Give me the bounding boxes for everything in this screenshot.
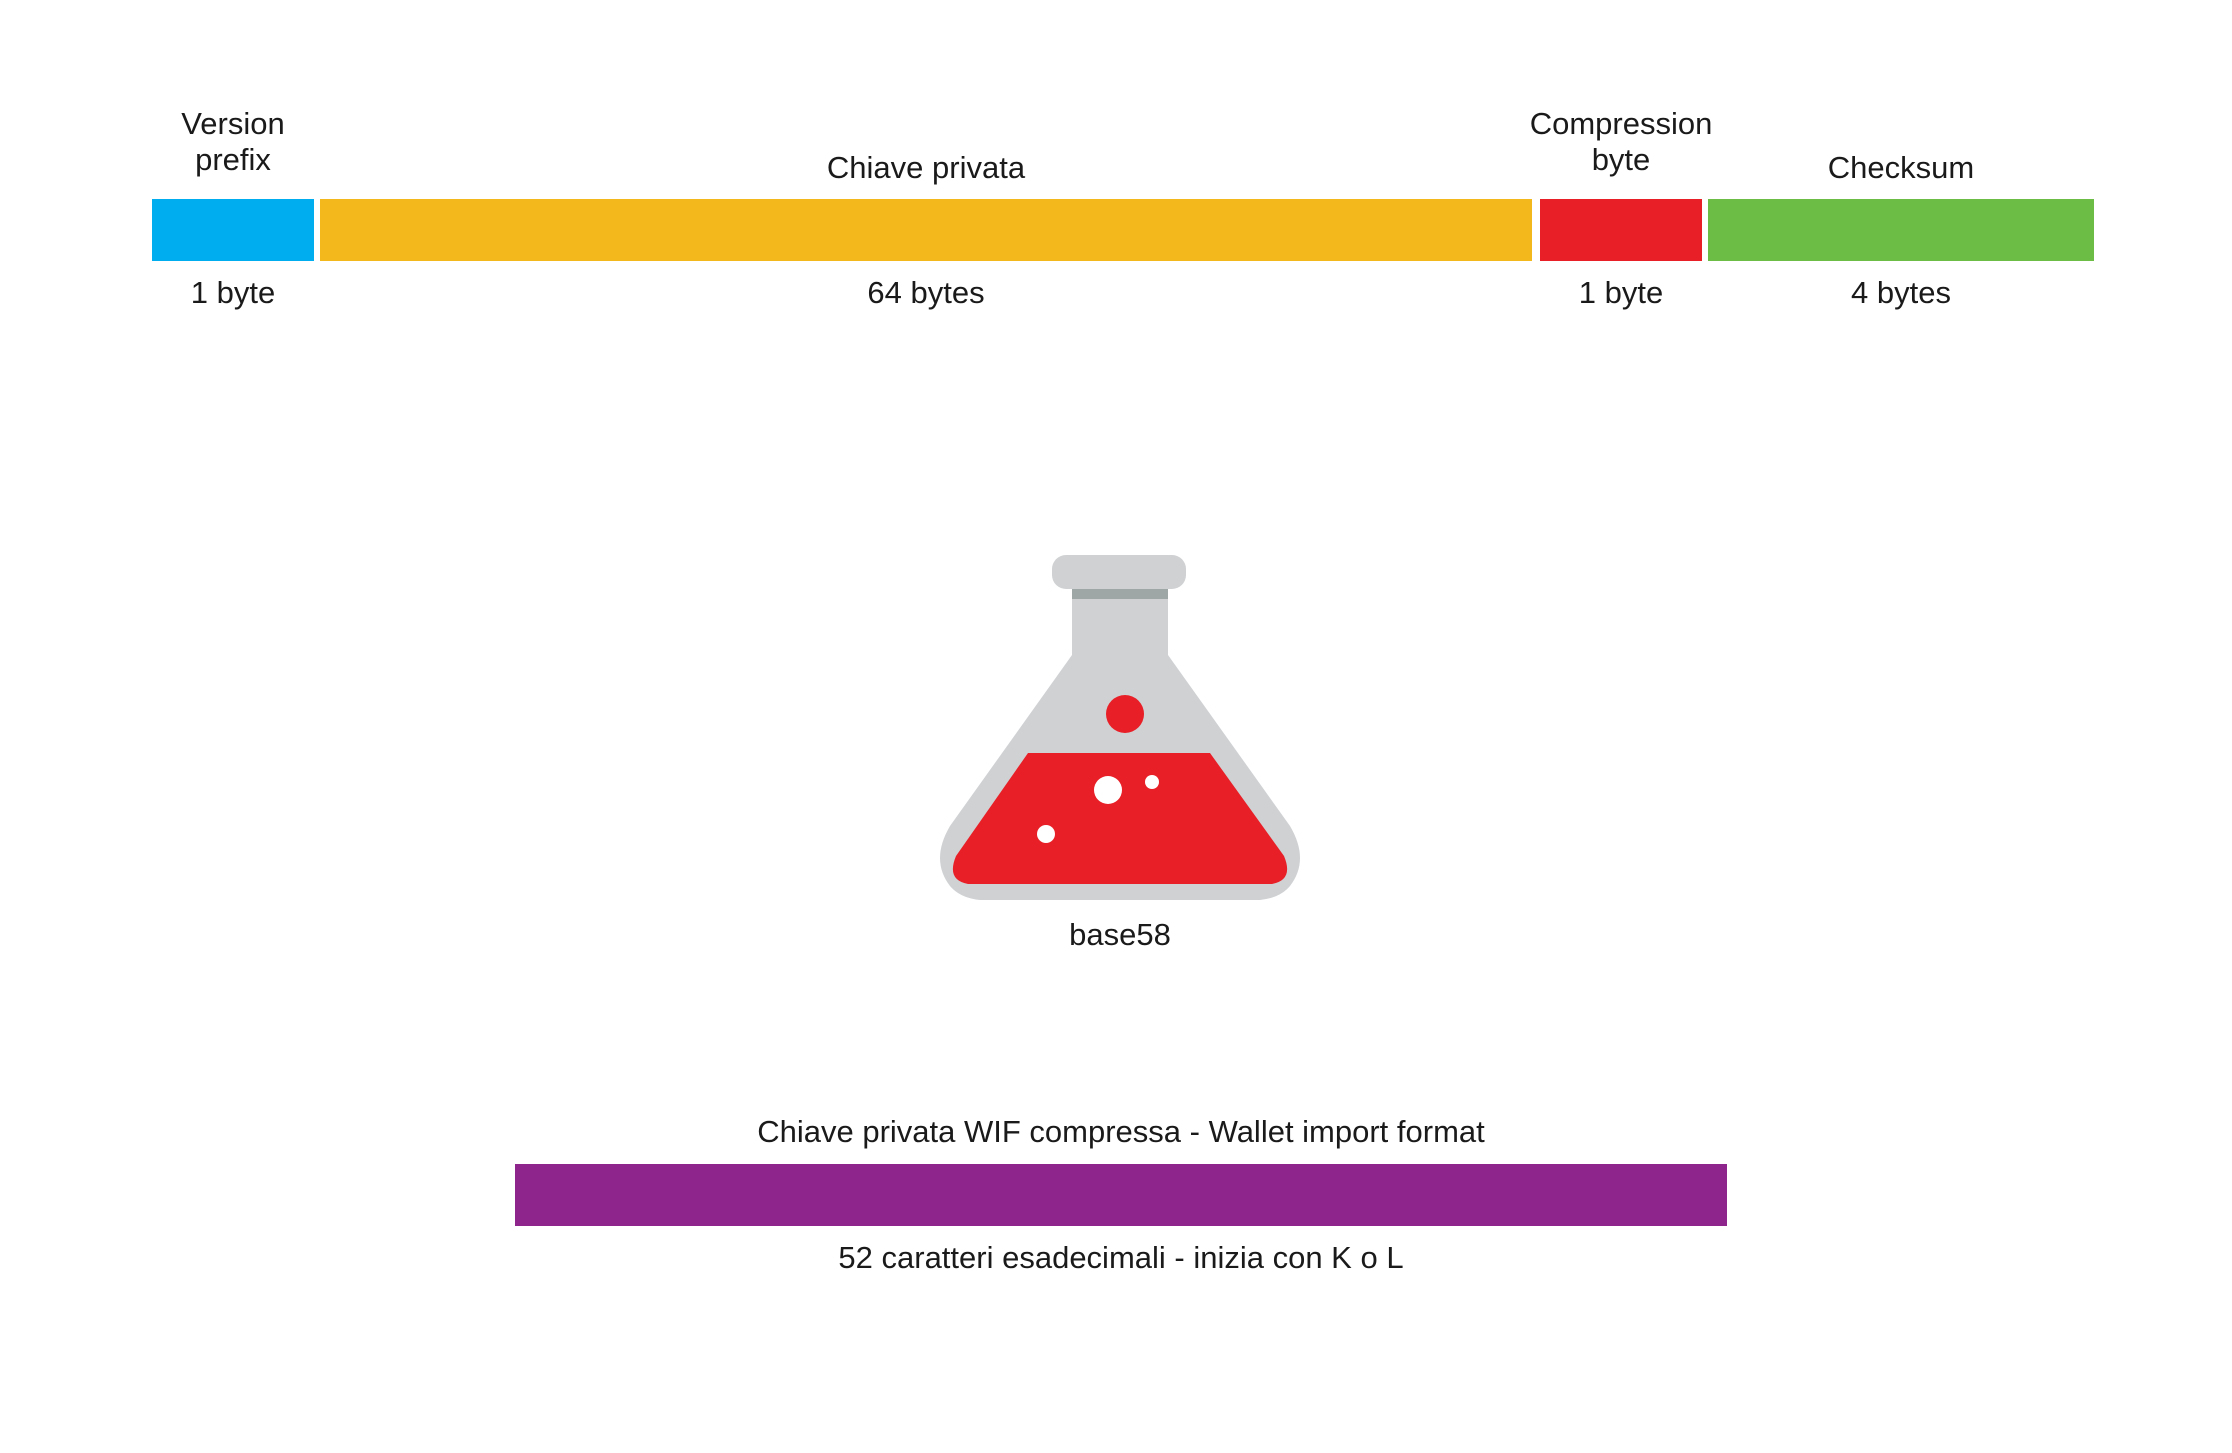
version-prefix-bar xyxy=(152,199,314,261)
version-prefix-size: 1 byte xyxy=(190,275,276,310)
flask-neck-band xyxy=(1072,589,1168,599)
flask-liquid xyxy=(952,753,1288,884)
wif-description: 52 caratteri esadecimali - inizia con K … xyxy=(838,1240,1404,1275)
checksum-size: 4 bytes xyxy=(1851,275,1951,310)
base58-label: base58 xyxy=(1069,917,1171,952)
private-key-size: 64 bytes xyxy=(867,275,985,310)
version-prefix-title: Version prefix xyxy=(181,106,285,177)
flask-stopper xyxy=(1052,555,1186,589)
flask-bubble-white xyxy=(1145,775,1159,789)
flask-bubble-white xyxy=(1094,776,1122,804)
private-key-bar xyxy=(320,199,1532,261)
wif-bar xyxy=(515,1164,1727,1226)
private-key-title: Chiave privata xyxy=(826,150,1026,185)
checksum-title: Checksum xyxy=(1827,150,1975,185)
flask-bubble-red xyxy=(1106,695,1144,733)
checksum-bar xyxy=(1708,199,2094,261)
compression-byte-size: 1 byte xyxy=(1578,275,1664,310)
flask-bubble-white xyxy=(1037,825,1055,843)
compression-byte-title: Compression byte xyxy=(1529,106,1713,177)
wif-title: Chiave privata WIF compressa - Wallet im… xyxy=(757,1114,1485,1149)
flask-icon xyxy=(920,550,1320,920)
compression-byte-bar xyxy=(1540,199,1702,261)
